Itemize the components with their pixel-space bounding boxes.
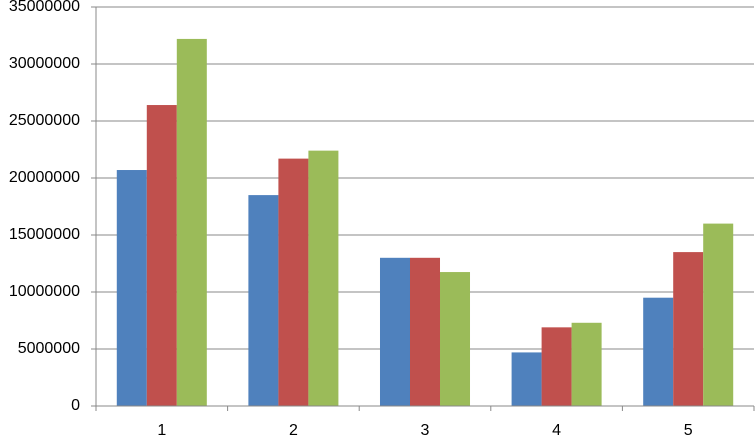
y-tick-label: 15000000 (9, 226, 80, 243)
bar (571, 322, 602, 406)
y-tick-label: 25000000 (9, 112, 80, 129)
bar (379, 257, 410, 406)
bar (703, 223, 734, 406)
x-tick-label: 3 (421, 422, 430, 437)
y-tick-label: 0 (71, 397, 80, 414)
y-tick-label: 20000000 (9, 169, 80, 186)
y-tick-label: 35000000 (9, 0, 80, 15)
bar (440, 272, 471, 406)
bar (673, 252, 704, 406)
x-tick-label: 1 (157, 422, 166, 437)
bar (511, 352, 542, 406)
x-tick-label: 4 (552, 422, 561, 437)
bar (116, 170, 147, 406)
y-tick-label: 5000000 (18, 340, 80, 357)
bar (409, 257, 441, 406)
bar (146, 105, 177, 406)
y-tick-label: 30000000 (9, 55, 80, 72)
y-tick-label: 10000000 (9, 283, 80, 300)
bar (248, 195, 279, 406)
bar (176, 38, 207, 407)
bar (308, 150, 339, 406)
bar (643, 297, 674, 406)
x-tick-label: 5 (684, 422, 693, 437)
bar (541, 327, 572, 406)
bar (278, 158, 309, 406)
x-tick-label: 2 (289, 422, 298, 437)
